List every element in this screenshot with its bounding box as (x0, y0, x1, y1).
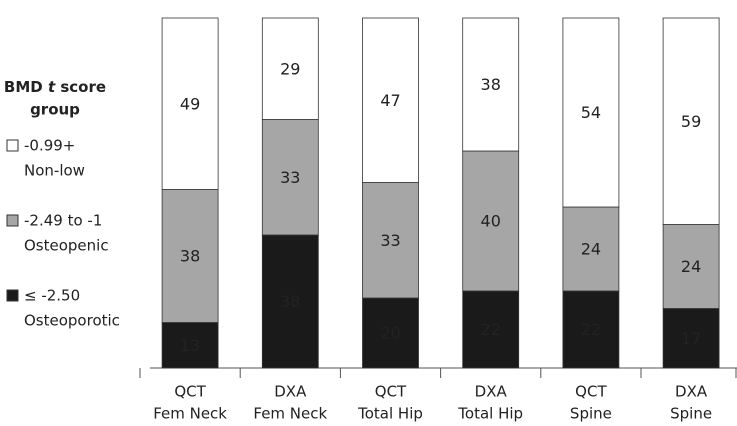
bar-segment (662, 17, 720, 225)
data-label: 47 (380, 91, 400, 110)
legend-swatch (6, 214, 19, 227)
legend-label: Osteopenic (24, 237, 109, 255)
x-tick-label: DXA (675, 383, 708, 401)
bar-segment (562, 17, 620, 208)
x-tick-label: Total Hip (457, 405, 523, 423)
legend-label: Osteoporotic (24, 312, 120, 330)
x-tick-label: DXA (475, 383, 508, 401)
x-tick-label: DXA (274, 383, 307, 401)
bar-segment (562, 290, 620, 369)
data-label: 24 (681, 257, 701, 276)
legend-label: -0.99+ (24, 137, 75, 155)
bar-segment (261, 234, 319, 369)
x-tick-label: Fem Neck (253, 405, 327, 423)
x-tick-label: QCT (375, 383, 407, 401)
data-label: 33 (280, 168, 300, 187)
legend-swatch (6, 139, 19, 152)
data-label: 59 (681, 112, 701, 131)
x-tick-label: Total Hip (357, 405, 423, 423)
bar-segment (462, 290, 520, 369)
data-label: 22 (581, 320, 601, 339)
data-label: 22 (481, 320, 501, 339)
data-label: 49 (180, 94, 200, 113)
bar-segment (362, 17, 419, 183)
data-label: 54 (581, 103, 601, 122)
legend-title: BMD t score (4, 78, 106, 96)
bar-segment (362, 182, 419, 299)
data-label: 38 (180, 247, 200, 266)
bar-segment (261, 119, 319, 236)
x-tick-label: Spine (570, 405, 612, 423)
data-label: 24 (581, 240, 601, 259)
bar-segment (161, 322, 219, 369)
data-label: 40 (481, 212, 501, 231)
legend-label: ≤ -2.50 (24, 287, 80, 305)
data-label: 33 (380, 231, 400, 250)
data-label: 29 (280, 59, 300, 78)
bar-segment (462, 17, 520, 152)
bar-segment (662, 224, 720, 309)
data-label: 17 (681, 329, 701, 348)
legend-swatch (6, 289, 19, 302)
x-tick-label: Fem Neck (153, 405, 227, 423)
bar-segment (261, 17, 319, 120)
data-label: 20 (380, 324, 400, 343)
bar-segment (462, 150, 520, 292)
legend-label: Non-low (24, 162, 85, 180)
data-label: 13 (180, 336, 200, 355)
x-tick-label: QCT (174, 383, 206, 401)
legend-title: group (30, 101, 80, 119)
x-tick-label: QCT (575, 383, 607, 401)
x-tick-label: Spine (670, 405, 712, 423)
bar-segment (161, 189, 219, 323)
data-label: 38 (481, 75, 501, 94)
bar-segment (161, 17, 219, 190)
legend-label: -2.49 to -1 (24, 212, 102, 230)
data-label: 38 (280, 292, 300, 311)
